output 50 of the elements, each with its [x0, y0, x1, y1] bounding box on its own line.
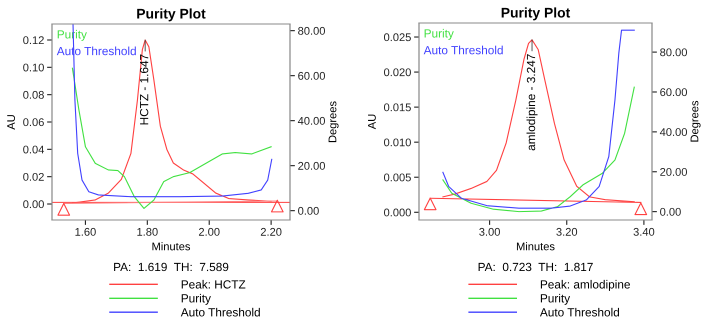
y2-tick-label: 60.00: [298, 72, 326, 80]
y2-tick-label: 40.00: [660, 128, 688, 136]
y-tick-label: 0.025: [384, 33, 411, 42]
y2-tick-label: 20.00: [660, 168, 688, 176]
y-axis-title: AU: [7, 115, 15, 130]
y2-tick-label: 60.00: [660, 88, 688, 96]
annotation: Auto Threshold: [424, 46, 503, 54]
x-tick-label: 1.80: [137, 228, 158, 236]
legend-label: Peak: amlodipine: [540, 280, 630, 291]
legend-label: Auto Threshold: [540, 308, 620, 316]
y-tick-label: 0.015: [384, 103, 411, 112]
y2-tick-label: 80.00: [660, 48, 688, 56]
y-tick-label: 0.08: [23, 90, 44, 99]
legend-label: Purity: [182, 294, 211, 305]
x-tick-label: 1.60: [75, 228, 96, 236]
y-tick-label: 0.04: [23, 146, 44, 154]
legend-label: Auto Threshold: [180, 308, 260, 316]
x-tick-label: 3.00: [479, 228, 500, 236]
y-tick-label: 0.010: [384, 138, 411, 146]
x-tick-label: 3.20: [556, 228, 578, 236]
y-tick-label: 0.005: [384, 174, 411, 182]
legend-label: Peak: HCTZ: [182, 280, 246, 289]
annotation: Purity: [424, 28, 454, 40]
y-tick-label: 0.000: [384, 208, 411, 216]
y2-axis-title: Degrees: [690, 100, 701, 142]
y-tick-label: 0.12: [23, 36, 44, 44]
annotation: amlodipine - 3.247: [526, 54, 538, 150]
legend-label: Purity: [540, 294, 570, 305]
x-tick-label: 2.20: [260, 228, 282, 236]
y2-tick-label: 40.00: [298, 116, 326, 125]
y2-tick-label: 20.00: [298, 162, 326, 170]
x-axis-title: Minutes: [516, 242, 555, 250]
annotation: HCTZ - 1.647: [140, 54, 148, 124]
chart-title: Purity Plot: [502, 7, 570, 20]
y-tick-label: 0.00: [23, 200, 44, 208]
y2-tick-label: 0.00: [298, 206, 319, 215]
y-axis-title: AU: [368, 114, 376, 130]
text: PA: 1.619 TH: 7.589: [114, 262, 228, 272]
y-tick-label: 0.06: [23, 118, 44, 126]
x-tick-label: 2.00: [198, 228, 220, 236]
x-axis-title: Minutes: [152, 242, 190, 250]
y2-tick-label: 80.00: [298, 26, 326, 35]
y-tick-label: 0.10: [23, 64, 44, 72]
y2-axis-title: Degrees: [328, 101, 339, 142]
y-tick-label: 0.02: [23, 172, 44, 181]
x-tick-label: 3.40: [634, 228, 654, 236]
y-tick-label: 0.020: [384, 68, 411, 76]
text: PA: 0.723 TH: 1.817: [478, 262, 593, 272]
y2-tick-label: 0.00: [660, 208, 681, 216]
chart-title: Purity Plot: [137, 8, 206, 22]
